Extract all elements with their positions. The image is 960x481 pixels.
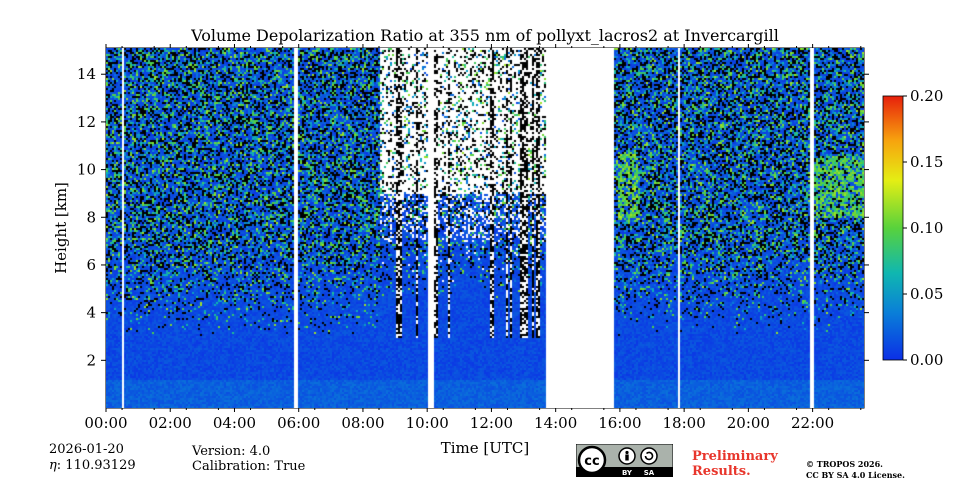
eta-symbol: η xyxy=(49,458,57,473)
y-tick-label: 10 xyxy=(77,161,96,179)
x-axis: 00:00 02:00 04:00 06:00 08:00 10:00 12:00 14:00… xyxy=(84,44,862,432)
x-tick-label: 06:00 xyxy=(277,414,320,432)
colorbar-tick-label: 0.20 xyxy=(910,87,943,105)
sa-text: SA xyxy=(644,469,655,477)
y-tick-label: 14 xyxy=(77,65,96,83)
preliminary-line1: Preliminary xyxy=(692,449,778,464)
colorbar-ticks: 0.00 0.05 0.10 0.15 0.20 xyxy=(903,87,943,369)
x-axis-label: Time [UTC] xyxy=(441,439,530,457)
y-tick-label: 6 xyxy=(86,256,96,274)
copyright-line2: CC BY SA 4.0 License. xyxy=(806,470,905,480)
y-tick-label: 2 xyxy=(86,351,96,369)
share-alike-icon xyxy=(640,447,658,465)
cc-license-badge: cc BY SA xyxy=(576,444,673,477)
x-tick-label: 04:00 xyxy=(213,414,256,432)
x-tick-label: 20:00 xyxy=(727,414,770,432)
colorbar-tick-label: 0.15 xyxy=(910,153,943,171)
chart-title: Volume Depolarization Ratio at 355 nm of… xyxy=(190,26,779,45)
x-tick-label: 00:00 xyxy=(84,414,127,432)
x-tick-label: 12:00 xyxy=(470,414,513,432)
copyright-line1: © TROPOS 2026. xyxy=(806,459,883,469)
colorbar-tick-label: 0.10 xyxy=(910,219,943,237)
version-text: Version: 4.0 xyxy=(192,444,271,459)
cc-icon xyxy=(577,445,607,475)
date-text: 2026-01-20 xyxy=(49,442,124,457)
x-tick-label: 10:00 xyxy=(406,414,449,432)
preliminary-note: Preliminary Results. xyxy=(692,449,778,479)
heatmap-raster xyxy=(106,48,864,408)
colorbar-tick-label: 0.00 xyxy=(910,351,943,369)
eta-line: η: 110.93129 xyxy=(49,458,136,474)
preliminary-line2: Results. xyxy=(692,464,751,479)
x-tick-label: 02:00 xyxy=(149,414,192,432)
calibration-text: Calibration: True xyxy=(192,459,306,474)
x-tick-label: 18:00 xyxy=(663,414,706,432)
y-tick-label: 4 xyxy=(86,304,96,322)
y-tick-label: 8 xyxy=(86,208,96,226)
eta-value: : 110.93129 xyxy=(56,458,136,473)
x-tick-label: 14:00 xyxy=(534,414,577,432)
cc-text: cc xyxy=(584,454,599,469)
y-axis: 2 4 6 8 10 12 14 xyxy=(77,65,869,369)
y-tick-label: 12 xyxy=(77,113,96,131)
x-tick-label: 22:00 xyxy=(791,414,834,432)
colorbar xyxy=(882,95,904,361)
y-axis-label: Height [km] xyxy=(52,182,70,274)
colorbar-tick-label: 0.05 xyxy=(910,285,943,303)
x-tick-label: 16:00 xyxy=(598,414,641,432)
copyright-note: © TROPOS 2026. CC BY SA 4.0 License. xyxy=(806,459,905,481)
by-text: BY xyxy=(622,469,633,477)
x-tick-label: 08:00 xyxy=(341,414,384,432)
